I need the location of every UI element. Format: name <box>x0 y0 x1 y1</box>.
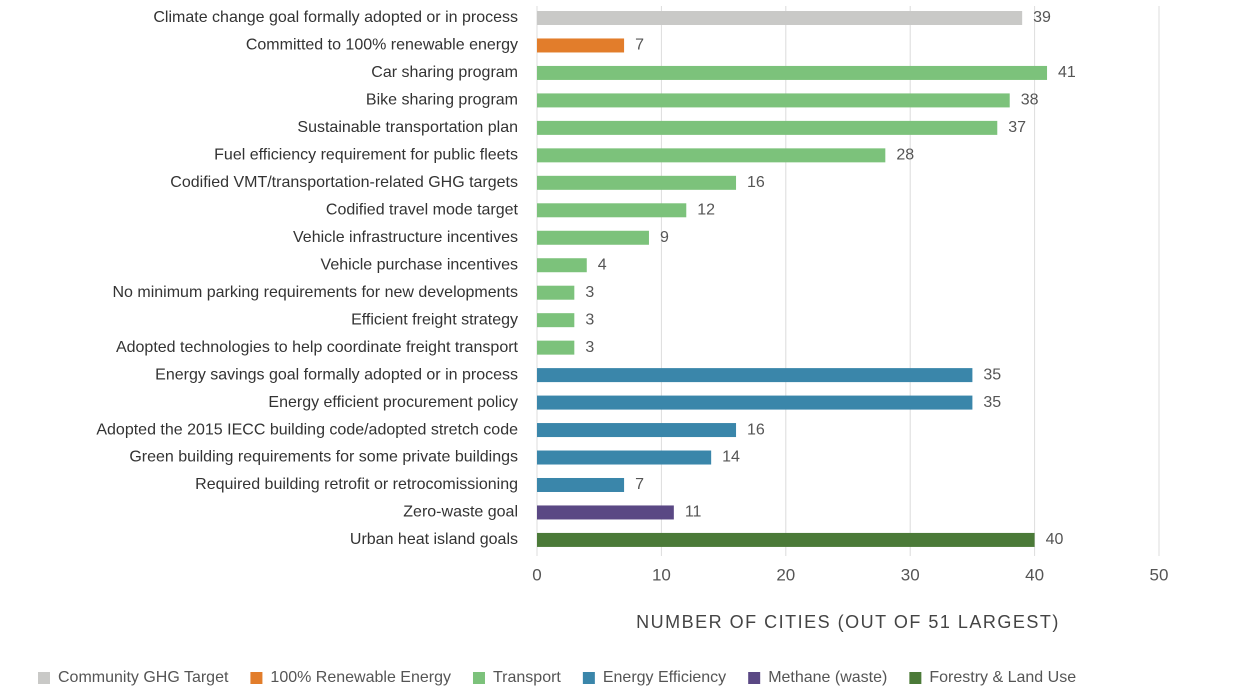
value-label: 35 <box>983 394 1001 411</box>
legend-label: 100% Renewable Energy <box>270 669 451 686</box>
legend-swatch <box>748 672 761 684</box>
legend-label: Community GHG Target <box>58 669 229 686</box>
value-label: 9 <box>660 229 669 246</box>
value-label: 4 <box>598 256 607 273</box>
legend-swatch <box>472 672 485 684</box>
value-label: 11 <box>685 504 702 521</box>
y-tick-label: Efficient freight strategy <box>351 311 518 328</box>
value-label: 41 <box>1058 64 1076 81</box>
y-tick-label: Codified VMT/transportation-related GHG … <box>170 174 518 191</box>
bar <box>537 477 625 492</box>
x-tick-label: 20 <box>776 565 795 584</box>
bar <box>537 93 1010 108</box>
value-label: 39 <box>1033 9 1051 26</box>
value-label: 37 <box>1008 119 1026 136</box>
bar <box>537 65 1048 80</box>
legend-label: Methane (waste) <box>768 669 887 686</box>
bar <box>537 450 712 465</box>
value-label: 12 <box>697 202 715 219</box>
x-tick-label: 10 <box>652 565 671 584</box>
value-label: 7 <box>635 37 644 54</box>
x-axis-label: NUMBER OF CITIES (OUT OF 51 LARGEST) <box>636 612 1060 632</box>
y-tick-label: Adopted the 2015 IECC building code/adop… <box>96 421 518 438</box>
y-tick-label: Committed to 100% renewable energy <box>246 37 518 54</box>
value-label: 3 <box>585 311 594 328</box>
y-tick-label: Codified travel mode target <box>326 202 519 219</box>
bar <box>537 258 587 273</box>
y-tick-label: Climate change goal formally adopted or … <box>153 9 518 26</box>
value-label: 28 <box>896 147 914 164</box>
bar <box>537 175 737 190</box>
x-tick-label: 30 <box>901 565 920 584</box>
y-tick-label: Required building retrofit or retrocomis… <box>195 476 518 493</box>
legend-label: Forestry & Land Use <box>929 669 1076 686</box>
bar <box>537 532 1035 547</box>
y-tick-label: Zero-waste goal <box>403 504 518 521</box>
bar <box>537 395 973 410</box>
y-tick-label: Vehicle purchase incentives <box>321 256 518 273</box>
y-tick-label: Urban heat island goals <box>350 531 518 548</box>
bar <box>537 340 575 355</box>
value-label: 3 <box>585 284 594 301</box>
y-tick-label: Energy savings goal formally adopted or … <box>155 366 518 383</box>
y-tick-label: Vehicle infrastructure incentives <box>293 229 518 246</box>
bar <box>537 120 998 135</box>
bar <box>537 368 973 383</box>
y-tick-label: Bike sharing program <box>366 92 518 109</box>
y-tick-label: Car sharing program <box>371 64 518 81</box>
bar <box>537 313 575 328</box>
value-label: 3 <box>585 339 594 356</box>
value-label: 14 <box>722 449 740 466</box>
value-label: 35 <box>983 366 1001 383</box>
value-label: 38 <box>1021 92 1039 109</box>
legend-swatch <box>582 672 595 684</box>
legend-swatch <box>250 672 263 684</box>
legend-label: Energy Efficiency <box>603 669 726 686</box>
y-tick-label: Adopted technologies to help coordinate … <box>116 339 519 356</box>
bar <box>537 230 649 245</box>
y-tick-label: No minimum parking requirements for new … <box>112 284 518 301</box>
bar <box>537 423 737 438</box>
value-label: 7 <box>635 476 644 493</box>
y-tick-label: Fuel efficiency requirement for public f… <box>214 147 518 164</box>
value-label: 16 <box>747 174 765 191</box>
y-tick-label: Sustainable transportation plan <box>297 119 518 136</box>
value-label: 16 <box>747 421 765 438</box>
y-tick-label: Green building requirements for some pri… <box>129 449 518 466</box>
legend-label: Transport <box>493 669 561 686</box>
value-label: 40 <box>1046 531 1064 548</box>
bar <box>537 38 625 53</box>
bar <box>537 148 886 163</box>
x-tick-label: 50 <box>1150 565 1169 584</box>
bar <box>537 203 687 218</box>
bar <box>537 11 1023 25</box>
bar <box>537 285 575 300</box>
y-tick-label: Energy efficient procurement policy <box>268 394 518 411</box>
legend-swatch <box>38 672 50 684</box>
legend-swatch <box>909 672 922 684</box>
x-tick-label: 0 <box>532 565 541 584</box>
x-tick-label: 40 <box>1025 565 1044 584</box>
bar <box>537 505 674 520</box>
